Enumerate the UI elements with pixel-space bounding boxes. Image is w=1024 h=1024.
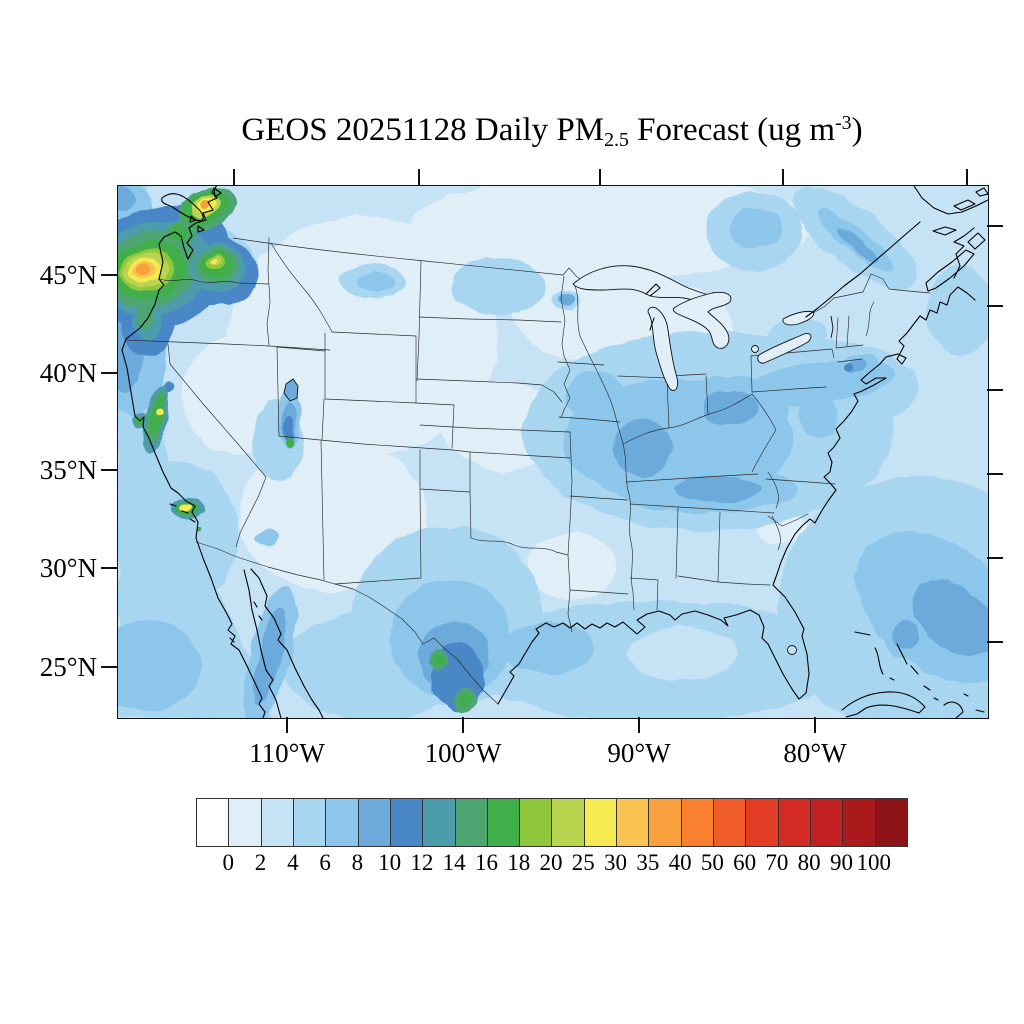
lon-tick — [286, 717, 288, 733]
colorbar-tick-label: 4 — [287, 850, 299, 875]
colorbar-cell — [583, 799, 617, 846]
colorbar-cell — [422, 799, 455, 846]
top-tick — [782, 169, 784, 185]
lat-tick — [101, 469, 117, 471]
top-tick — [966, 169, 968, 185]
lon-tick-label: 110°W — [249, 738, 325, 768]
colorbar-tick-label: 40 — [668, 850, 692, 875]
title-subscript: 2.5 — [604, 128, 629, 151]
right-tick — [987, 641, 1003, 643]
right-tick — [987, 305, 1003, 307]
colorbar-tick-label: 100 — [856, 850, 891, 875]
map-frame — [117, 185, 989, 719]
colorbar — [196, 798, 908, 847]
colorbar-cell — [519, 799, 552, 846]
hotspot-texas-mexico — [428, 651, 477, 712]
colorbar-tick-label: 25 — [571, 850, 595, 875]
lakes — [283, 265, 834, 655]
right-tick — [987, 225, 1003, 227]
colorbar-cell — [842, 799, 875, 846]
colorbar-cell — [616, 799, 649, 846]
colorbar-cell — [486, 799, 520, 846]
colorbar-tick-label: 14 — [442, 850, 466, 875]
colorbar-cell — [389, 799, 423, 846]
colorbar-tick-label: 80 — [797, 850, 821, 875]
colorbar-cell — [680, 799, 713, 846]
right-tick — [987, 557, 1003, 559]
colorbar-tick-label: 6 — [319, 850, 331, 875]
title-suffix: ) — [851, 112, 863, 148]
colorbar-tick-label: 8 — [351, 850, 364, 875]
colorbar-tick-label: 70 — [765, 850, 789, 875]
lat-tick-label: 40°N — [39, 358, 97, 388]
lat-tick — [101, 666, 117, 668]
pm-field — [118, 186, 988, 718]
colorbar-tick-label: 2 — [254, 850, 267, 875]
colorbar-cell — [648, 799, 681, 846]
lon-tick — [462, 717, 464, 733]
colorbar-cell — [874, 799, 907, 846]
hotspot-california — [133, 383, 294, 532]
colorbar-tick-label: 10 — [378, 850, 402, 875]
colorbar-cell — [551, 799, 584, 846]
colorbar-tick-label: 30 — [604, 850, 628, 875]
colorbar-cell — [777, 799, 810, 846]
top-tick — [599, 169, 601, 185]
right-tick — [987, 389, 1003, 391]
title-prefix: GEOS 20251128 Daily PM — [241, 112, 605, 148]
right-tick — [987, 473, 1003, 475]
lat-tick-label: 45°N — [39, 260, 97, 290]
colorbar-cell — [745, 799, 778, 846]
title-superscript: -3 — [835, 112, 852, 135]
colorbar-cell — [292, 799, 326, 846]
colorbar-cell — [197, 799, 229, 846]
colorbar-cell — [809, 799, 843, 846]
lat-tick-label: 25°N — [39, 652, 97, 682]
colorbar-tick-label: 20 — [539, 850, 563, 875]
lon-tick-label: 100°W — [424, 738, 502, 768]
colorbar-tick-label: 50 — [700, 850, 724, 875]
lat-tick-label: 30°N — [39, 553, 97, 583]
colorbar-tick-label: 16 — [474, 850, 498, 875]
lon-tick-label: 80°W — [783, 738, 847, 768]
top-tick — [418, 169, 420, 185]
state-borders — [125, 237, 931, 705]
lat-tick-label: 35°N — [39, 455, 97, 485]
colorbar-tick-label: 0 — [222, 850, 235, 875]
colorbar-cell — [454, 799, 487, 846]
colorbar-tick-label: 18 — [507, 850, 531, 875]
colorbar-tick-label: 60 — [733, 850, 757, 875]
lat-tick — [101, 372, 117, 374]
map-canvas — [118, 186, 988, 718]
lat-tick — [101, 567, 117, 569]
lat-tick — [101, 274, 117, 276]
colorbar-cell — [228, 799, 261, 846]
colorbar-cell — [713, 799, 746, 846]
lon-tick — [814, 717, 816, 733]
colorbar-cell — [325, 799, 358, 846]
colorbar-tick-label: 12 — [410, 850, 434, 875]
colorbar-tick-label: 35 — [636, 850, 660, 875]
coastlines — [121, 186, 988, 718]
colorbar-tick-label: 90 — [829, 850, 853, 875]
hotspot-eastern-washington — [190, 244, 246, 292]
gulf-pale-pocket — [628, 628, 738, 680]
lon-tick — [638, 717, 640, 733]
title-middle: Forecast (ug m — [628, 112, 836, 148]
chart-title: GEOS 20251128 Daily PM2.5 Forecast (ug m… — [117, 112, 987, 151]
colorbar-cell — [357, 799, 390, 846]
lon-tick-label: 90°W — [607, 738, 671, 768]
colorbar-cell — [260, 799, 293, 846]
top-tick — [233, 169, 235, 185]
